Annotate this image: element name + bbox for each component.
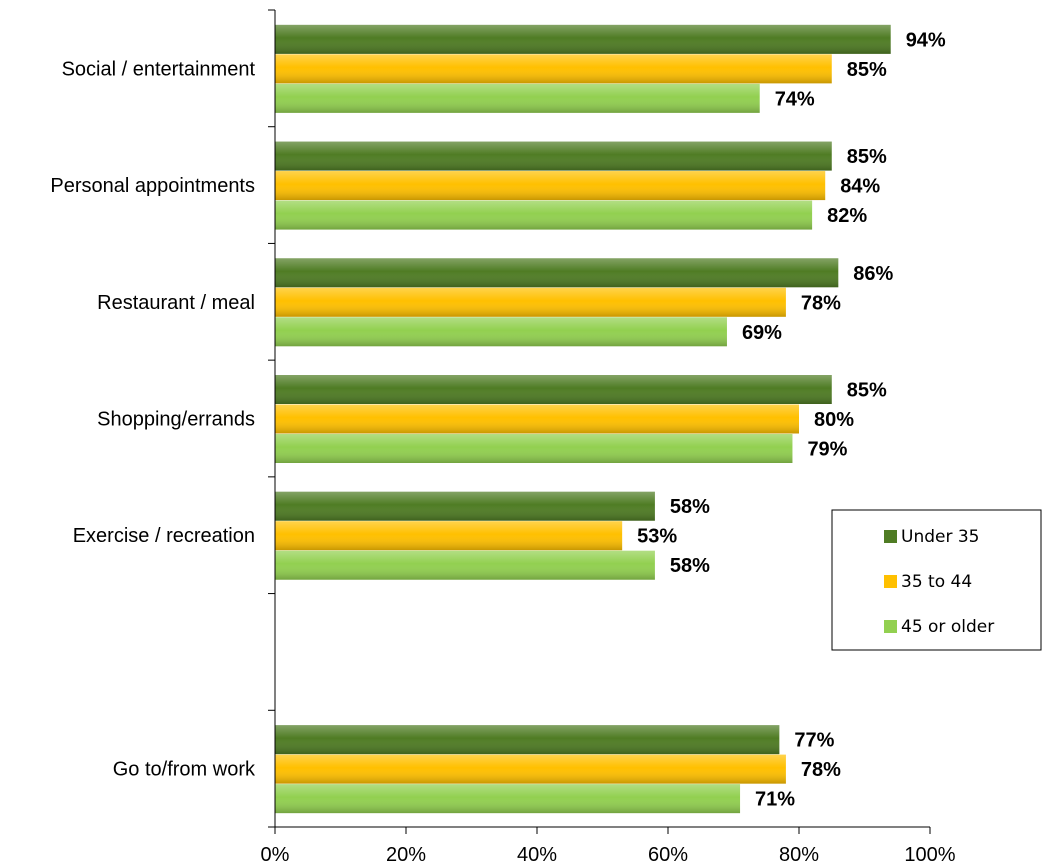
axes-group (268, 9, 931, 834)
bar-shading (275, 287, 786, 317)
data-label: 58% (670, 496, 710, 518)
labels-group: 94% 85% 74% Social / entertainment 85% 84% 82%… (50, 29, 955, 866)
bar-shading (275, 171, 826, 201)
bar-shading (275, 317, 727, 347)
legend-swatch (884, 620, 897, 633)
bar-shading (275, 725, 780, 755)
bar-shading (275, 404, 799, 434)
data-label: 77% (794, 730, 834, 752)
category-label: Social / entertainment (62, 58, 256, 80)
legend-label: 35 to 44 (901, 572, 972, 592)
bar-shading (275, 784, 741, 814)
data-label: 53% (637, 526, 677, 548)
x-tick-label: 40% (517, 844, 557, 866)
bar-shading (275, 141, 832, 171)
bar-shading (275, 258, 839, 288)
category-label: Exercise / recreation (73, 525, 255, 547)
category-label: Shopping/errands (97, 409, 255, 431)
data-label: 69% (742, 322, 782, 344)
data-label: 58% (670, 555, 710, 577)
bar-shading (275, 200, 813, 230)
data-label: 84% (840, 176, 880, 198)
legend-label: Under 35 (901, 527, 980, 547)
legend: Under 35 35 to 44 45 or older (831, 509, 1042, 651)
data-label: 71% (755, 789, 795, 811)
bar-shading (275, 491, 655, 521)
x-tick-label: 60% (648, 844, 688, 866)
x-tick-label: 80% (779, 844, 819, 866)
legend-box (831, 509, 1042, 651)
data-label: 86% (853, 263, 893, 285)
x-tick-label: 0% (261, 844, 290, 866)
data-label: 94% (906, 29, 946, 51)
category-label: Restaurant / meal (97, 292, 255, 314)
bar-shading (275, 754, 786, 784)
bars-group (275, 24, 891, 814)
legend-swatch (884, 530, 897, 543)
bar-shading (275, 54, 832, 84)
bar-shading (275, 434, 793, 463)
data-label: 78% (801, 759, 841, 781)
bar-shading (275, 24, 891, 54)
bar-shading (275, 521, 623, 551)
bar-shading (275, 375, 832, 404)
data-label: 85% (847, 59, 887, 81)
data-label: 85% (847, 380, 887, 402)
x-tick-label: 100% (904, 844, 955, 866)
data-label: 74% (775, 88, 815, 110)
legend-label: 45 or older (901, 617, 994, 637)
data-label: 78% (801, 292, 841, 314)
data-label: 79% (807, 439, 847, 461)
data-label: 80% (814, 409, 854, 431)
bar-shading (275, 550, 655, 580)
data-label: 85% (847, 146, 887, 168)
data-label: 82% (827, 205, 867, 227)
bar-shading (275, 83, 760, 113)
x-tick-label: 20% (386, 844, 426, 866)
category-label: Go to/from work (113, 759, 256, 781)
category-label: Personal appointments (50, 175, 255, 197)
legend-swatch (884, 575, 897, 588)
